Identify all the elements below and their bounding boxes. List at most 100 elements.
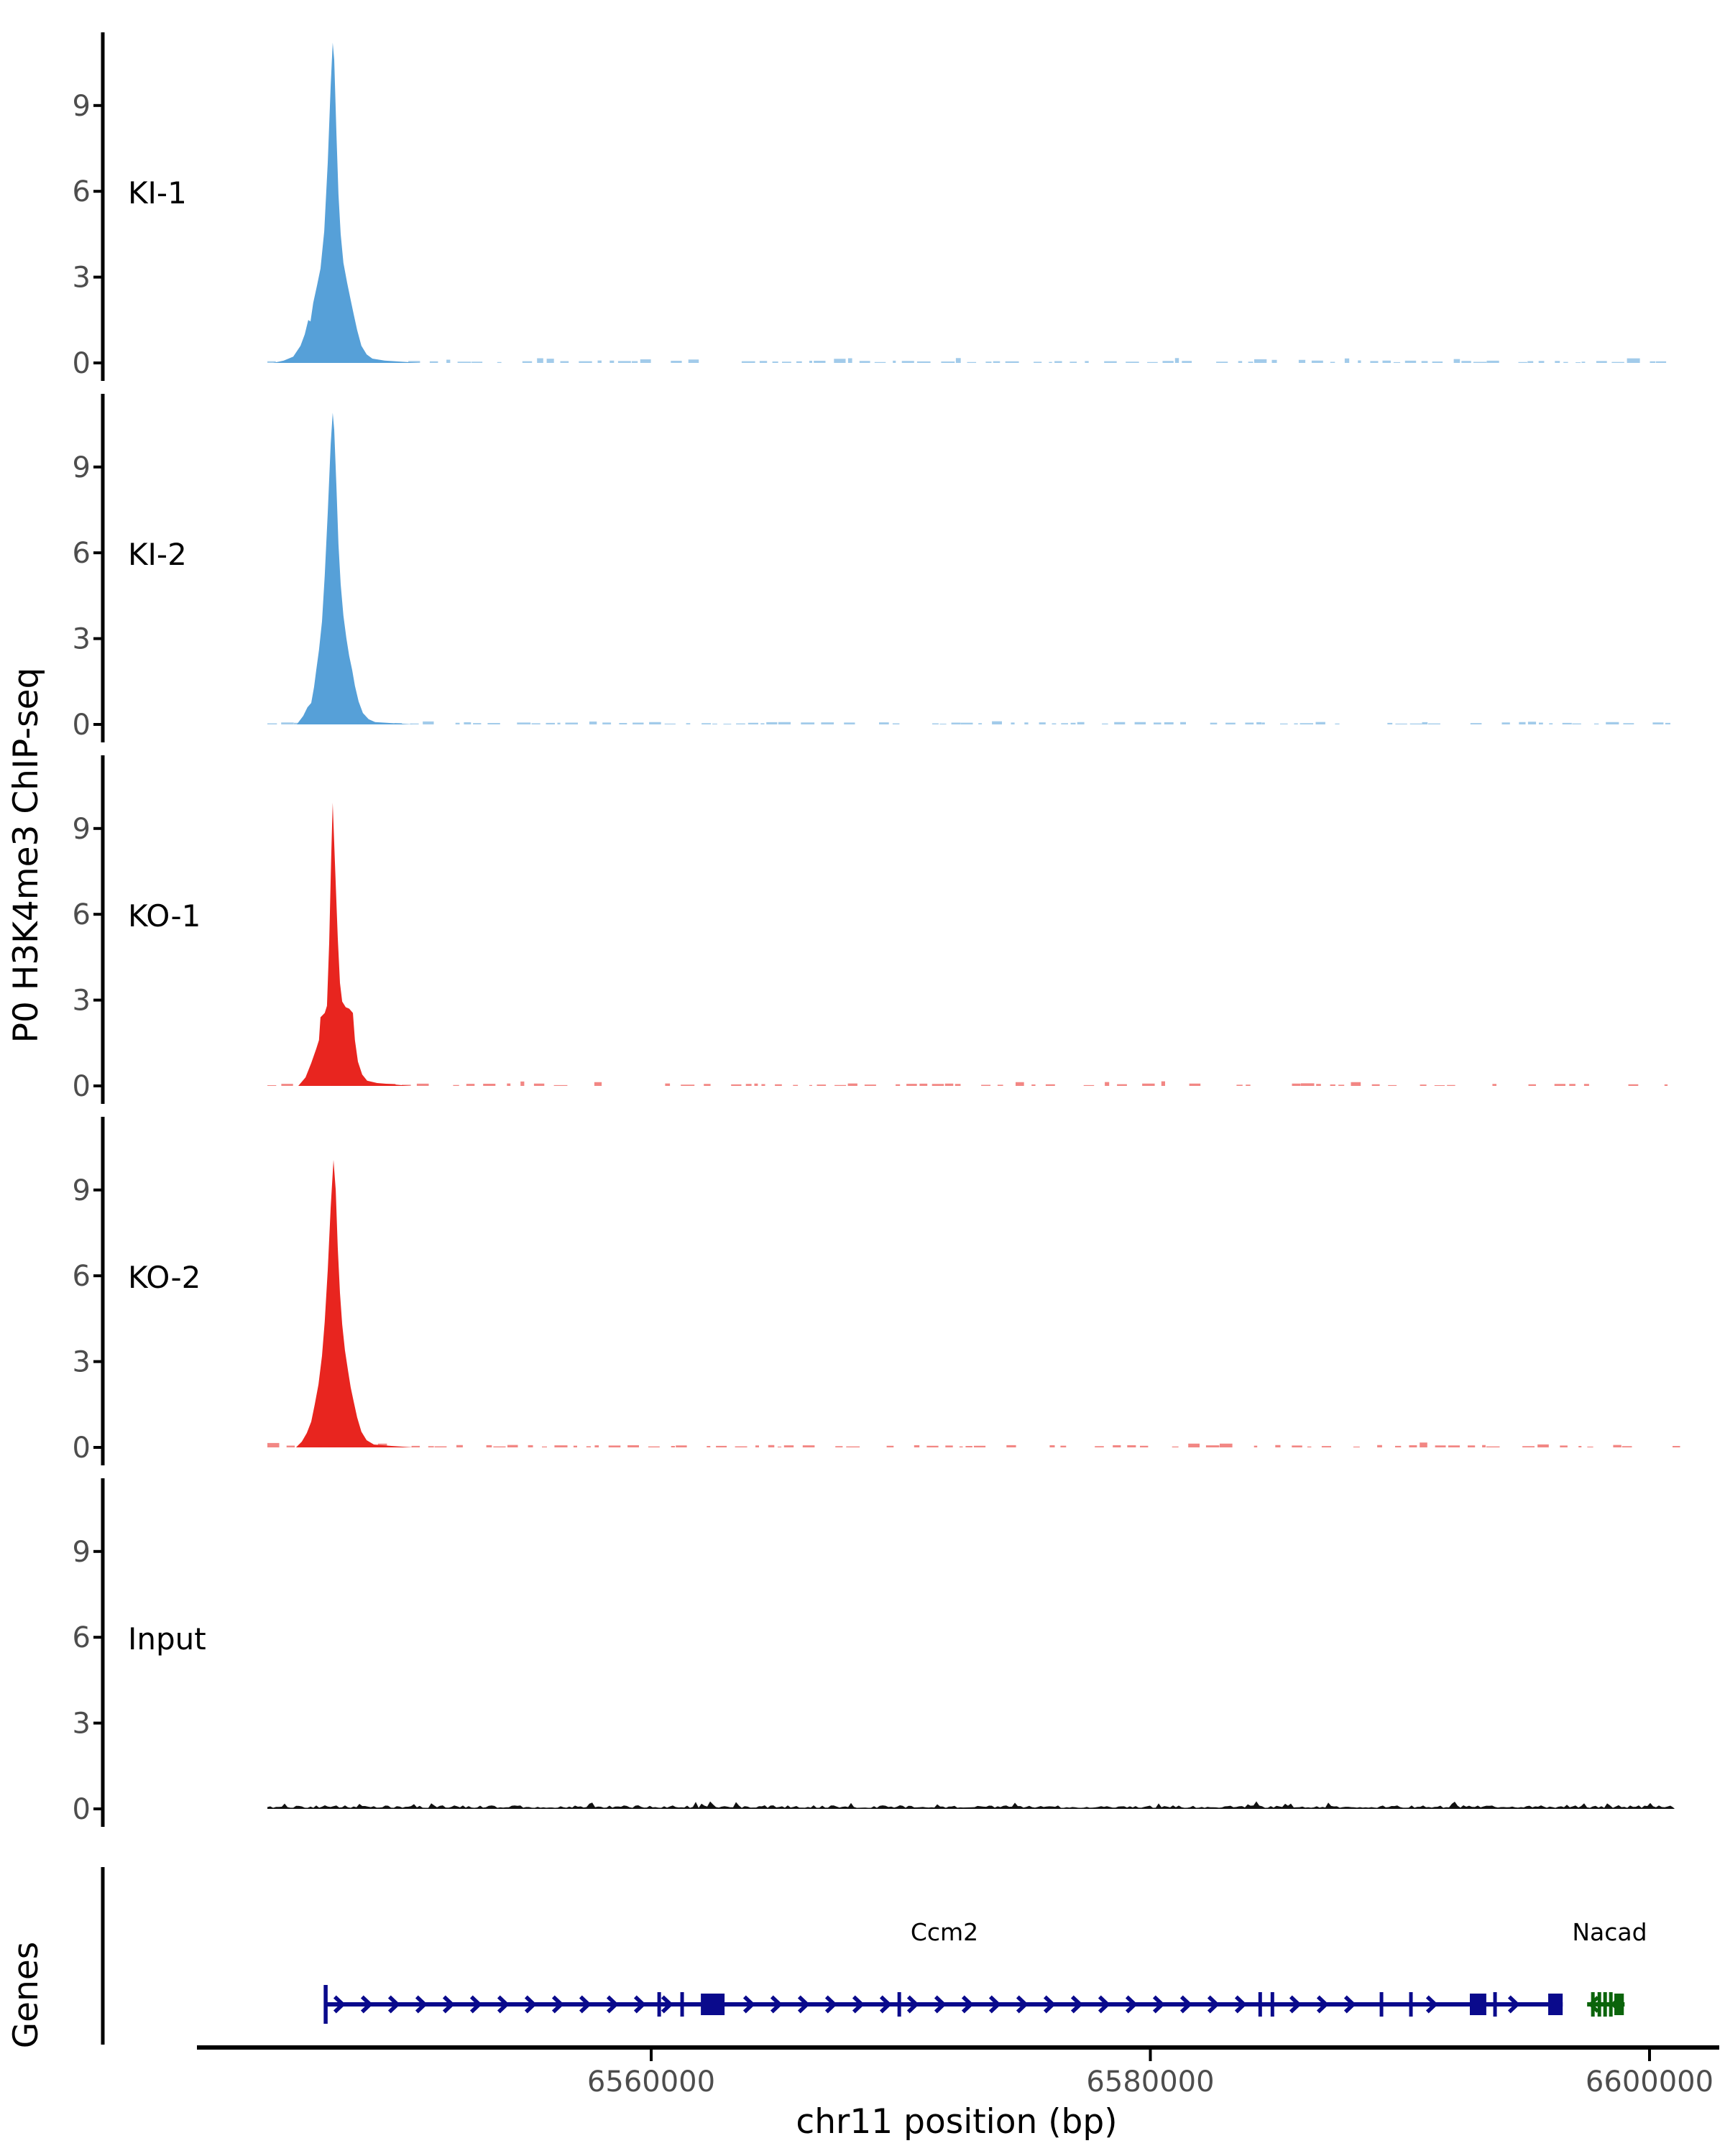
genes-track-group: Ccm2 Nacad [101,1867,1647,2045]
signal-peak [296,413,414,724]
y-tick-label: 0 [73,1070,91,1103]
strand-arrow-right [906,1995,919,2014]
track-ki-2: 0 3 6 9 KI-2 [73,394,1670,742]
gene-start-bar [323,1985,328,2024]
strand-arrow-right [797,1995,810,2014]
strand-arrow-right [1043,1995,1056,2014]
exon-tick [1258,1992,1262,2017]
y-tick-label: 0 [73,1432,91,1465]
baseline-noise [267,1081,1668,1086]
strand-arrow-right [770,1995,783,2014]
exon-tick [1591,1992,1595,2017]
strand-arrow-right [742,1995,755,2014]
strand-arrow-right [1507,1995,1520,2014]
signal-peak [272,42,421,363]
y-tick-label: 3 [73,1346,91,1379]
y-tick-label: 6 [73,537,91,570]
track-input: 0 3 6 9 Input [73,1478,1675,1827]
y-tick-label: 3 [73,262,91,295]
strand-arrow-right [1179,1995,1192,2014]
strand-arrow-right [415,1995,428,2014]
strand-arrow-right [1125,1995,1138,2014]
exon-tick [657,1992,661,2017]
y-tick-label: 9 [73,1536,91,1569]
signal-peak [295,1160,414,1447]
y-tick-label: 0 [73,1793,91,1826]
strand-arrow-right [1098,1995,1110,2014]
gene-ccm2: Ccm2 [323,1918,1563,2024]
y-tick-label: 6 [73,1260,91,1293]
strand-arrow-right [579,1995,592,2014]
x-tick-label: 6580000 [1086,2065,1214,2099]
strand-arrow-right [360,1995,373,2014]
strand-arrow-left [1588,1996,1599,2013]
strand-arrow-right [934,1995,947,2014]
exon-tick [897,1992,901,2017]
strand-arrow-right [1425,1995,1438,2014]
track-label: KI-1 [128,175,187,211]
signal-peak [298,803,410,1086]
x-tick-label: 6600000 [1586,2065,1714,2099]
y-tick-label: 9 [73,451,91,484]
strand-arrow-right [879,1995,892,2014]
exon-box [701,1994,725,2015]
strand-arrow-right [961,1995,974,2014]
x-axis-title: chr11 position (bp) [796,2102,1117,2142]
strand-arrow-right [824,1995,837,2014]
genes-axis-title: Genes [6,1942,46,2049]
strand-arrow-right [387,1995,400,2014]
track-ko-1: 0 3 6 9 KO-1 [73,755,1668,1104]
strand-arrow-right [551,1995,564,2014]
strand-arrow-right [633,1995,646,2014]
strand-arrow-right [1343,1995,1356,2014]
exon-tick [1379,1992,1384,2017]
strand-arrow-right [1234,1995,1247,2014]
track-ki-1: 0 3 6 9 KI-1 [73,32,1667,381]
y-tick-label: 6 [73,175,91,208]
exon-box [1614,1994,1624,2015]
y-tick-label: 9 [73,90,91,123]
gene-name-label: Nacad [1572,1918,1647,1946]
track-ko-2: 0 3 6 9 KO-2 [73,1117,1680,1465]
y-tick-label: 3 [73,985,91,1018]
exon-box [1469,1994,1486,2015]
y-tick-label: 9 [73,813,91,846]
strand-arrow-right [497,1995,510,2014]
exon-tick [680,1992,684,2017]
baseline-noise [267,719,1670,724]
strand-arrow-right [333,1995,346,2014]
strand-arrow-right [1289,1995,1302,2014]
y-tick-label: 0 [73,709,91,742]
exon-tick [1603,1992,1607,2017]
input-baseline-noise [267,1801,1675,1809]
strand-arrow-right [469,1995,482,2014]
strand-arrow-right [442,1995,455,2014]
track-label: KO-2 [128,1260,201,1295]
y-tick-label: 6 [73,1621,91,1654]
strand-arrow-right [1016,1995,1029,2014]
strand-arrow-right [1316,1995,1329,2014]
strand-arrow-right [1070,1995,1083,2014]
strand-arrow-right [988,1995,1001,2014]
y-tick-label: 0 [73,347,91,380]
x-tick-label: 6560000 [587,2065,715,2099]
exon-tick [1493,1992,1497,2017]
y-tick-label: 3 [73,1708,91,1741]
exon-tick [1409,1992,1413,2017]
strand-arrow-right [661,1995,673,2014]
exon-box [1548,1994,1563,2015]
y-tick-label: 9 [73,1174,91,1207]
strand-arrow-right [1152,1995,1165,2014]
strand-arrow-right [606,1995,619,2014]
gene-name-label: Ccm2 [911,1918,978,1946]
exon-tick [1597,1992,1601,2017]
signal-tracks-group: 0 3 6 9 KI-1 0 3 6 9 KI-2 0 3 6 9 KO-1 0 3 6 9 KO-2 0 3 6 9 Inpu… [73,32,1680,1827]
strand-arrow-right [852,1995,865,2014]
track-label: Input [128,1621,206,1657]
baseline-noise [267,358,1667,363]
strand-arrow-right [524,1995,537,2014]
y-axis-title: P0 H3K4me3 ChIP-seq [6,668,46,1044]
gene-nacad: Nacad [1572,1918,1647,2017]
